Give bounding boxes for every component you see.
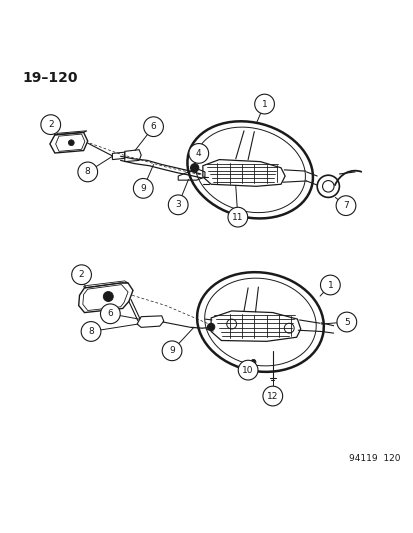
Circle shape — [228, 207, 247, 227]
Text: 8: 8 — [85, 167, 90, 176]
Circle shape — [262, 386, 282, 406]
Circle shape — [335, 196, 355, 215]
Circle shape — [100, 304, 120, 324]
Circle shape — [133, 179, 153, 198]
Circle shape — [162, 341, 181, 361]
Text: 6: 6 — [150, 122, 156, 131]
Circle shape — [103, 292, 113, 302]
Circle shape — [237, 360, 257, 380]
Circle shape — [78, 162, 97, 182]
Circle shape — [250, 359, 255, 365]
Text: 19–120: 19–120 — [22, 71, 77, 85]
Circle shape — [71, 265, 91, 285]
Circle shape — [41, 115, 60, 134]
Text: 8: 8 — [88, 327, 94, 336]
Text: 1: 1 — [261, 100, 267, 109]
Text: 10: 10 — [242, 366, 253, 375]
Text: 9: 9 — [169, 346, 175, 356]
Circle shape — [190, 164, 198, 172]
Circle shape — [81, 321, 101, 341]
Circle shape — [254, 94, 274, 114]
Circle shape — [68, 140, 74, 146]
Text: 5: 5 — [343, 318, 349, 327]
Circle shape — [207, 323, 214, 330]
Text: 12: 12 — [266, 392, 278, 400]
Text: 94119  120: 94119 120 — [348, 454, 399, 463]
Text: 6: 6 — [107, 309, 113, 318]
Text: 1: 1 — [327, 280, 332, 289]
Text: 3: 3 — [175, 200, 180, 209]
Text: 2: 2 — [78, 270, 84, 279]
Circle shape — [188, 143, 208, 163]
Circle shape — [143, 117, 163, 136]
Text: 2: 2 — [48, 120, 53, 129]
Text: 4: 4 — [195, 149, 201, 158]
Circle shape — [320, 275, 339, 295]
Circle shape — [336, 312, 356, 332]
Text: 7: 7 — [342, 201, 348, 210]
Text: 9: 9 — [140, 184, 146, 193]
Circle shape — [168, 195, 188, 215]
Text: 11: 11 — [232, 213, 243, 222]
